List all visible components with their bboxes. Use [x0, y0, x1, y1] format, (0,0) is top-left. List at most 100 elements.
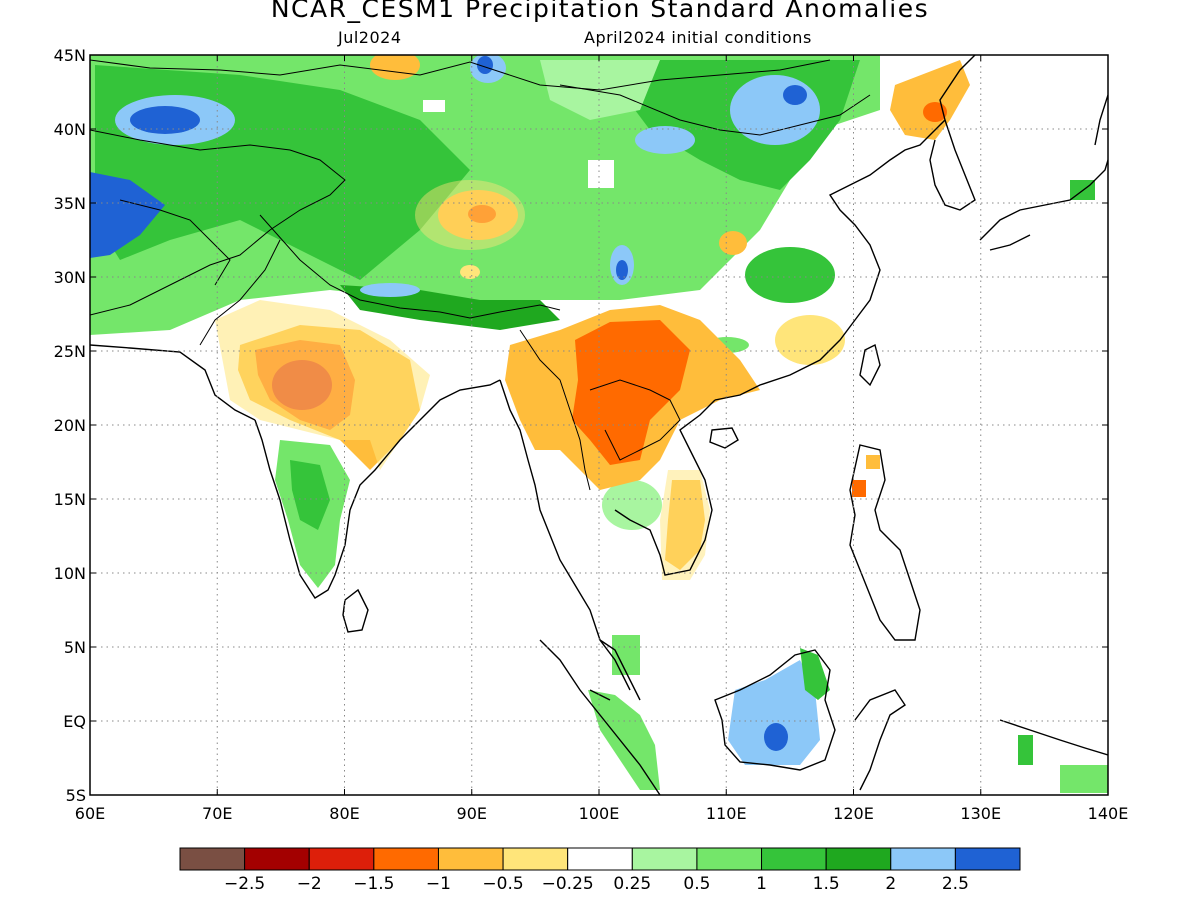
near-normal-areas: [423, 100, 614, 188]
lon-tick-label: 80E: [329, 804, 359, 823]
green-anomaly-png-east: [1060, 765, 1108, 793]
orange-anomaly-korea: [890, 60, 970, 140]
blue-anomaly-mongolia: [730, 75, 820, 145]
colorbar-label: −0.25: [542, 874, 594, 894]
coastline-japan: [979, 94, 1108, 251]
colorbar-swatch: [308, 847, 375, 871]
lat-tick-label: 35N: [54, 194, 86, 213]
coastline-indochina: [614, 399, 716, 576]
initial-conditions: April2024 initial conditions: [584, 28, 812, 47]
colorbar-label: 0.5: [683, 874, 710, 894]
country-borders: [90, 59, 871, 491]
green-anomaly-malaya: [612, 635, 640, 675]
coastline-philippines: [849, 444, 921, 641]
lon-tick-label: 90E: [457, 804, 487, 823]
darkblue-anomaly-mongolia: [783, 85, 807, 105]
colorbar-swatch: [373, 847, 439, 871]
map-grid: [90, 55, 1108, 795]
darkorange-anomaly-tibet: [468, 205, 496, 223]
colorbar-label: −1: [426, 874, 451, 894]
lat-tick-label: 30N: [54, 268, 86, 287]
map-title: NCAR_CESM1 Precipitation Standard Anomal…: [270, 0, 930, 23]
green-anomaly-sumatra: [588, 690, 660, 790]
lat-tick-label: 5S: [66, 786, 86, 805]
green-anomaly-borneo-east: [800, 648, 830, 700]
blue-anomaly-borneo: [728, 660, 820, 765]
border-central-asia: [90, 129, 346, 316]
darkblue-anomaly-borneo: [764, 723, 788, 751]
blue-anomaly-gansu: [635, 126, 695, 154]
colorbar-swatch: [244, 847, 310, 871]
map-axes: 60E 70E 80E 90E 100E 110E 120E 130E 140E 45N 40N 35…: [54, 46, 1129, 823]
lat-tick-label: 45N: [54, 46, 86, 65]
yellow-anomaly-india-north: [215, 300, 430, 470]
colorbar-legend: −2.5 −2 −1.5 −1 −0.5 −0.25 0.25 0.5 1 1.5 2 2.5: [179, 847, 1021, 894]
border-mongolia-china: [559, 84, 871, 136]
border-myanmar: [519, 329, 591, 491]
colorbar-label: −2.5: [224, 874, 265, 894]
colorbar-swatch: [437, 847, 504, 871]
lon-tick-label: 130E: [960, 804, 1001, 823]
darkorange-anomaly-korea: [923, 102, 947, 122]
colorbar-swatch: [761, 847, 827, 871]
yellow-anomaly-vietnam: [660, 470, 710, 580]
colorbar-swatch: [696, 847, 763, 871]
lon-tick-label: 110E: [706, 804, 747, 823]
orange-anomaly-luzon: [852, 480, 866, 497]
coastline-malaya: [599, 639, 641, 701]
lat-tick-label: 20N: [54, 416, 86, 435]
white-spot-north: [423, 100, 445, 112]
lat-tick-label: EQ: [63, 712, 86, 731]
colorbar-swatch: [954, 847, 1021, 871]
darkblue-anomaly-north: [477, 56, 493, 74]
border-thailand-laos: [589, 379, 681, 461]
colorbar-swatch: [890, 847, 956, 871]
blue-anomaly-nepal: [360, 283, 420, 297]
lat-tick-label: 10N: [54, 564, 86, 583]
darkblue-anomaly-kazakhstan: [130, 106, 200, 134]
yellow-anomaly-luzon: [866, 455, 880, 469]
lat-tick-label: 5N: [64, 638, 86, 657]
border-india-pakistan: [199, 239, 281, 346]
coastline-south-china: [714, 55, 976, 401]
green-anomaly-png: [1018, 735, 1033, 765]
colorbar-swatch: [825, 847, 892, 871]
border-russia-south: [90, 59, 831, 91]
green-anomaly-laos: [602, 480, 662, 530]
yellow-anomaly-china-south: [775, 315, 845, 365]
yellow-anomaly-assam: [460, 265, 480, 279]
coastlines: [90, 55, 1108, 795]
coastline-sumatra: [539, 639, 661, 795]
lat-tick-label: 25N: [54, 342, 86, 361]
colorbar-swatch: [502, 847, 569, 871]
coastline-arabian-sea: [90, 344, 256, 421]
lon-tick-label: 100E: [579, 804, 620, 823]
lon-tick-label: 60E: [75, 804, 105, 823]
yellow-anomaly-tibet: [415, 180, 525, 250]
darkblue-anomaly-sichuan: [616, 260, 628, 280]
colorbar-label: −2: [297, 874, 322, 894]
orange-anomaly-yunnan: [719, 231, 747, 255]
lat-tick-label: 15N: [54, 490, 86, 509]
white-spot-tarim: [588, 160, 614, 188]
colorbar-label: 0.25: [613, 874, 651, 894]
anomaly-field: [90, 55, 1108, 793]
coastline-sri-lanka: [342, 588, 369, 633]
border-himalaya: [259, 214, 561, 319]
coastline-sulawesi: [854, 689, 906, 791]
lon-tick-label: 70E: [202, 804, 232, 823]
colorbar-swatch: [179, 847, 246, 871]
blue-anomaly-iran: [90, 172, 165, 258]
colorbar-label: −1.5: [353, 874, 394, 894]
coastline-new-guinea: [999, 719, 1108, 756]
green-anomaly-south-india-core: [290, 460, 330, 530]
colorbar-label: 2.5: [942, 874, 969, 894]
lat-tick-label: 40N: [54, 120, 86, 139]
coastline-korea: [929, 119, 976, 211]
colorbar-swatch: [567, 847, 633, 871]
colorbar-label: 2: [885, 874, 896, 894]
colorbar-swatch: [631, 847, 698, 871]
lon-tick-label: 140E: [1088, 804, 1129, 823]
coastline-taiwan: [859, 343, 881, 387]
